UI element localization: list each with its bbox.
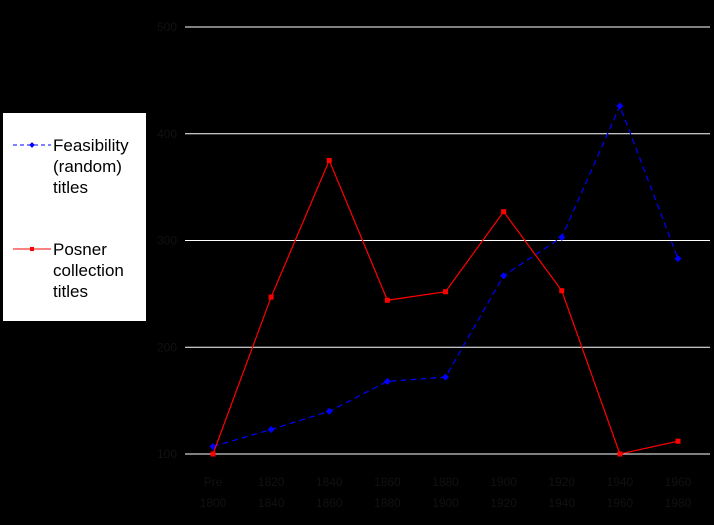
x-axis-ticks: Pre 1800 1820 1840 1840 1860 1860 1880 1880 1900 1… [200,475,692,510]
data-point [267,425,275,433]
legend-swatch-feasibility [13,142,51,148]
legend-label-feasibility: Feasibility (random) titles [53,136,129,197]
data-point [210,451,216,457]
legend-label-posner: Posner collection titles [53,240,124,301]
data-point [384,297,390,303]
y-tick-label: 100 [157,447,177,461]
data-point [501,209,507,215]
x-tick-label: 1960 [607,496,634,510]
x-tick-label: 1960 [665,475,692,489]
x-tick-label: Pre [204,475,223,489]
data-point [674,255,682,263]
data-point [441,373,450,381]
data-point [500,272,508,280]
x-tick-label: 1920 [490,496,517,510]
legend: Feasibility (random) titles Posner colle… [3,113,146,321]
y-tick-label: 200 [157,340,177,354]
x-tick-label: 1840 [258,496,285,510]
data-point [383,377,391,385]
x-tick-label: 1920 [548,475,575,489]
y-tick-label: 400 [157,127,177,141]
x-tick-label: 1820 [258,475,285,489]
x-tick-label: 1860 [374,475,401,489]
data-point [617,451,623,457]
series-line-1 [212,158,679,455]
x-tick-label: 1860 [316,496,343,510]
y-axis-ticks: 100 200 300 400 500 [157,20,177,461]
y-tick-label: 500 [157,20,177,34]
x-tick-label: 1940 [607,475,634,489]
data-point [616,102,624,110]
data-point [326,157,332,163]
x-tick-label: 1800 [200,496,227,510]
data-point [268,294,274,300]
series-lines [209,102,682,457]
x-tick-label: 1980 [665,496,692,510]
data-point [675,438,681,444]
x-tick-label: 1900 [432,496,459,510]
y-tick-label: 300 [157,234,177,248]
legend-swatch-posner [13,247,51,251]
data-point [559,288,565,294]
gridlines [185,26,710,455]
x-tick-label: 1940 [548,496,575,510]
series-line-0 [212,104,679,448]
x-tick-label: 1900 [490,475,517,489]
x-tick-label: 1880 [374,496,401,510]
data-point [558,233,566,241]
data-point [325,407,333,415]
x-tick-label: 1840 [316,475,343,489]
x-tick-label: 1880 [432,475,459,489]
data-point [443,289,448,295]
